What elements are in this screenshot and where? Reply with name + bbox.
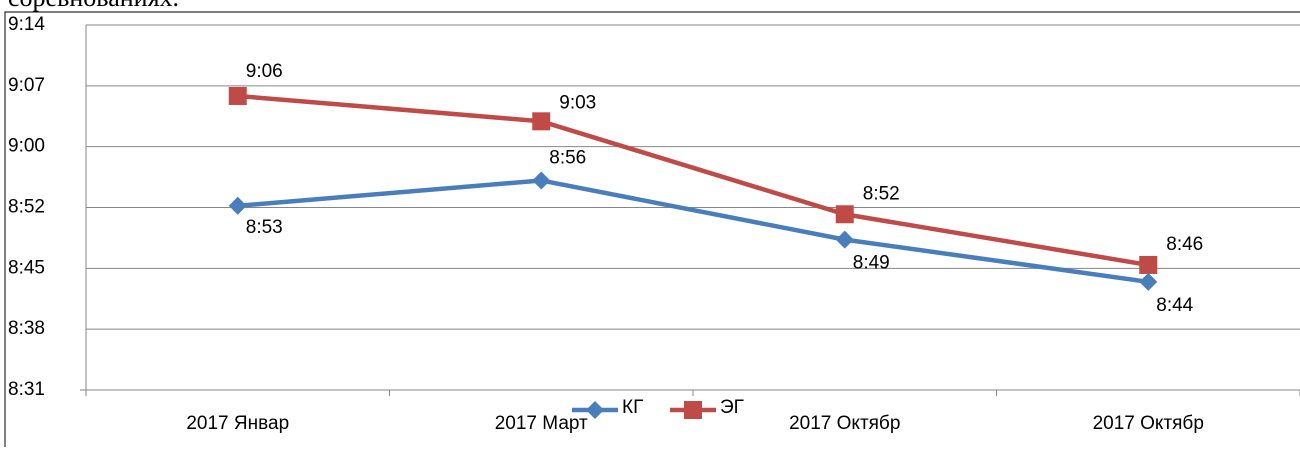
y-tick-label: 8:38 (8, 318, 45, 339)
series-line (237, 93, 1149, 268)
x-tick-label: 2017 Октябр (789, 413, 900, 434)
y-tick-label: 8:52 (8, 197, 45, 218)
legend-label: ЭГ (720, 397, 744, 418)
data-label: 9:03 (559, 92, 596, 113)
data-label: 8:44 (1156, 295, 1193, 316)
data-label: 8:46 (1166, 234, 1203, 255)
x-tick-label: 2017 Март (495, 413, 588, 434)
marker (835, 230, 854, 249)
data-label: 9:06 (246, 61, 283, 82)
data-label: 8:49 (853, 253, 890, 274)
data-label: 8:56 (549, 147, 586, 168)
data-label: 8:52 (863, 183, 900, 204)
data-label: 8:53 (246, 217, 283, 238)
series-line (237, 178, 1149, 285)
legend-marker (684, 401, 702, 419)
legend-marker (586, 401, 604, 419)
marker (532, 112, 551, 131)
legend-label: КГ (622, 397, 643, 418)
marker (1139, 272, 1158, 291)
caption: соревнованиях. (8, 0, 179, 12)
x-tick-label: 2017 Октябр (1093, 413, 1204, 434)
x-tick-label: 2017 Январ (186, 413, 289, 434)
marker (228, 196, 247, 215)
y-tick-label: 9:14 (8, 14, 45, 35)
y-tick-label: 8:31 (8, 379, 45, 400)
marker (1139, 255, 1158, 274)
marker (835, 205, 854, 224)
marker (532, 171, 551, 190)
y-tick-label: 8:45 (8, 257, 45, 278)
chart-border (4, 11, 1300, 452)
y-tick-label: 9:07 (8, 75, 45, 96)
marker (228, 86, 247, 105)
y-tick-label: 9:00 (8, 136, 45, 157)
